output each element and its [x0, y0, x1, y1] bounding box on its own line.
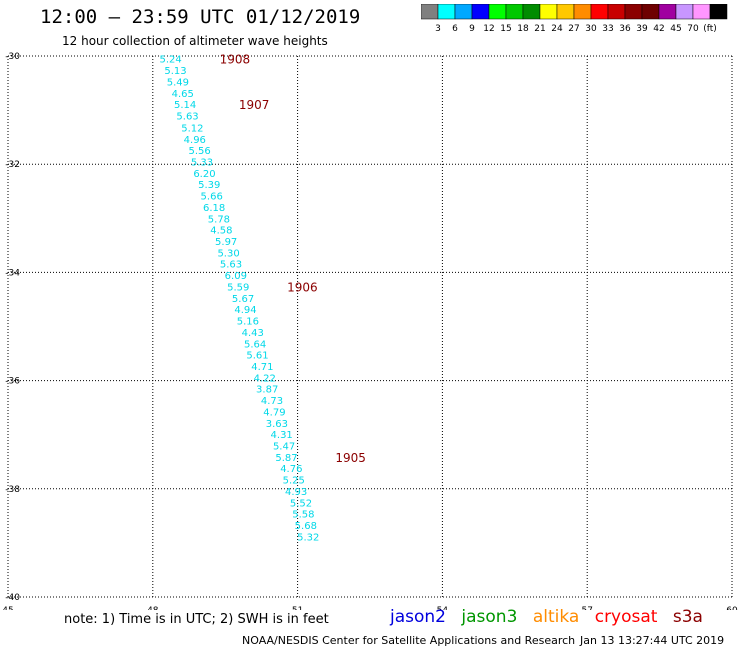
lon-tick-label: 48: [147, 606, 159, 610]
wave-height-label: 5.52: [290, 498, 312, 509]
wave-height-label: 5.63: [220, 260, 242, 271]
lat-tick-label: -36: [5, 377, 20, 387]
colorbar-label: 9: [469, 24, 475, 34]
wave-height-label: 4.22: [254, 373, 276, 384]
legend-jason3: jason3: [461, 607, 518, 627]
wave-height-label: 4.71: [251, 362, 273, 373]
lon-tick-label: 54: [437, 606, 449, 610]
wave-height-label: 4.43: [242, 328, 264, 339]
legend-s3a: s3a: [672, 607, 703, 627]
colorbar-label: 70: [687, 24, 699, 34]
wave-height-label: 5.63: [176, 112, 198, 123]
wave-height-label: 5.66: [201, 192, 223, 203]
wave-height-label: 5.68: [295, 521, 317, 532]
wave-height-label: 5.78: [208, 214, 230, 225]
legend-jason2: jason2: [390, 607, 446, 627]
wave-height-label: 5.12: [181, 123, 203, 134]
generation-timestamp: Jan 13 13:27:44 UTC 2019: [580, 634, 725, 647]
colorbar-label: 24: [551, 24, 563, 34]
wave-height-label: 5.67: [232, 294, 254, 305]
map-subtitle: 12 hour collection of altimeter wave hei…: [62, 34, 328, 48]
lat-tick-label: -34: [5, 268, 20, 278]
colorbar-label: 42: [653, 24, 664, 34]
wave-height-label: 5.47: [273, 442, 295, 453]
wave-height-map: 454851545760-30-32-34-36-38-405.245.135.…: [2, 52, 738, 610]
colorbar-label: 30: [585, 24, 597, 34]
lat-tick-label: -30: [5, 52, 20, 62]
wave-height-label: 4.93: [285, 487, 307, 498]
colorbar-label: 6: [452, 24, 458, 34]
colorbar-label: 18: [517, 24, 529, 34]
wave-height-label: 5.33: [191, 157, 213, 168]
lon-tick-label: 60: [726, 606, 738, 610]
wave-height-label: 5.61: [246, 351, 268, 362]
wave-height-label: 5.49: [167, 77, 189, 88]
wave-height-label: 5.14: [174, 100, 196, 111]
satellite-legend: jason2 jason3 altika cryosat s3a: [390, 607, 713, 627]
lat-tick-label: -38: [5, 485, 20, 495]
wave-height-label: 4.79: [263, 407, 285, 418]
wave-height-label: 5.58: [292, 510, 314, 521]
lon-tick-label: 57: [581, 606, 592, 610]
wave-height-label: 4.94: [234, 305, 256, 316]
colorbar-label: 3: [435, 24, 441, 34]
wave-height-label: 4.65: [172, 89, 194, 100]
wave-height-label: 4.31: [271, 430, 293, 441]
wave-height-label: 3.87: [256, 385, 278, 396]
wave-height-label: 5.32: [297, 532, 319, 543]
colorbar-swatch: [709, 4, 728, 20]
wave-height-label: 5.24: [160, 55, 182, 66]
time-label: 1905: [335, 451, 366, 465]
colorbar-label: (ft): [703, 24, 717, 34]
wave-height-label: 5.30: [217, 248, 239, 259]
colorbar-label: 12: [483, 24, 494, 34]
wave-height-label: 6.18: [203, 203, 225, 214]
wave-height-label: 5.39: [198, 180, 220, 191]
wave-height-label: 5.97: [215, 237, 237, 248]
wave-height-label: 6.20: [193, 169, 215, 180]
colorbar-label: 15: [500, 24, 511, 34]
wave-height-colorbar: 3 6 9 12 15 18 21 24 27 30 33 36 39 42 45 70 (ft): [421, 4, 728, 34]
map-title: 12:00 – 23:59 UTC 01/12/2019: [40, 6, 361, 28]
wave-height-label: 5.16: [237, 317, 259, 328]
wave-height-label: 3.63: [266, 419, 288, 430]
colorbar-label: 36: [619, 24, 631, 34]
colorbar-label: 27: [568, 24, 579, 34]
wave-height-label: 5.13: [164, 66, 186, 77]
lon-tick-label: 51: [292, 606, 303, 610]
colorbar-label: 39: [636, 24, 648, 34]
legend-altika: altika: [532, 607, 580, 627]
units-note: note: 1) Time is in UTC; 2) SWH is in fe…: [64, 612, 329, 627]
colorbar-label: 45: [670, 24, 681, 34]
colorbar-label: 33: [602, 24, 613, 34]
time-label: 1908: [220, 53, 251, 67]
wave-height-label: 6.09: [225, 271, 247, 282]
lon-tick-label: 45: [2, 606, 13, 610]
wave-height-label: 4.73: [261, 396, 283, 407]
wave-height-label: 5.56: [188, 146, 210, 157]
wave-height-label: 5.87: [275, 453, 297, 464]
credit-line: NOAA/NESDIS Center for Satellite Applica…: [242, 634, 576, 647]
lat-tick-label: -32: [5, 160, 20, 170]
wave-height-label: 5.59: [227, 282, 249, 293]
wave-height-label: 5.25: [283, 476, 305, 487]
wave-height-label: 4.76: [280, 464, 302, 475]
legend-cryosat: cryosat: [594, 607, 658, 627]
lat-tick-label: -40: [5, 593, 20, 603]
colorbar-label: 21: [534, 24, 545, 34]
time-label: 1906: [287, 280, 318, 294]
wave-height-label: 4.96: [184, 135, 206, 146]
time-label: 1907: [239, 98, 270, 112]
wave-height-label: 4.58: [210, 226, 232, 237]
wave-height-label: 5.64: [244, 339, 266, 350]
